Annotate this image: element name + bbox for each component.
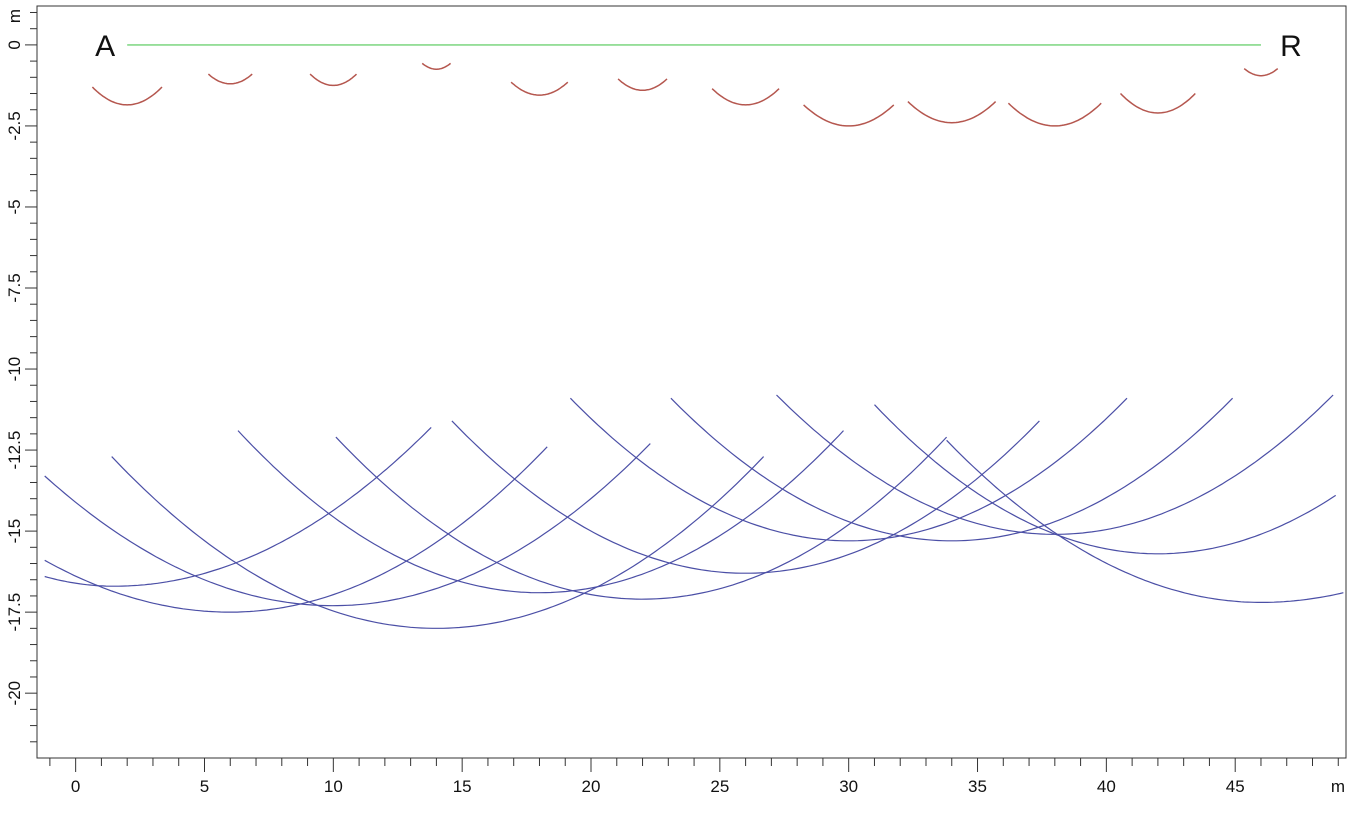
- shallow-arc: [207, 73, 253, 85]
- shallow-arcs: [91, 62, 1279, 127]
- deep-arc: [776, 394, 1334, 535]
- shallow-arc: [1119, 92, 1196, 114]
- deep-arc: [44, 446, 548, 613]
- x-tick-label: 20: [582, 777, 601, 796]
- shallow-arc: [907, 101, 997, 124]
- shallow-arc: [421, 62, 452, 70]
- plot-frame: [36, 5, 1347, 759]
- y-tick-label: 0: [5, 40, 24, 49]
- y-tick-label: -20: [5, 681, 24, 706]
- deep-arc: [670, 397, 1234, 542]
- shallow-arc: [510, 81, 569, 96]
- x-tick-label: 45: [1226, 777, 1245, 796]
- shallow-arc: [711, 88, 780, 106]
- deep-arc: [237, 430, 844, 594]
- shallow-arc: [803, 104, 895, 127]
- deep-arc: [569, 397, 1128, 542]
- deep-arc: [874, 404, 1337, 555]
- shallow-arc: [617, 78, 668, 92]
- deep-arc: [946, 439, 1344, 604]
- x-tick-label: 5: [200, 777, 209, 796]
- y-tick-label: -10: [5, 357, 24, 382]
- x-tick-label: 25: [710, 777, 729, 796]
- y-tick-label: -12.5: [5, 431, 24, 470]
- x-tick-label: 0: [71, 777, 80, 796]
- y-tick-label: -5: [5, 199, 24, 214]
- deep-arcs: [44, 394, 1344, 629]
- x-tick-label: 30: [839, 777, 858, 796]
- y-tick-label: -2.5: [5, 111, 24, 140]
- x-tick-label: 35: [968, 777, 987, 796]
- x-tick-label: 15: [453, 777, 472, 796]
- x-tick-label: 40: [1097, 777, 1116, 796]
- x-unit-label: m: [1331, 777, 1345, 796]
- shallow-arc: [91, 86, 163, 106]
- deep-arc: [335, 436, 948, 600]
- y-unit-label: m: [5, 9, 24, 23]
- y-tick-label: -17.5: [5, 593, 24, 632]
- end-label-a: A: [95, 30, 115, 63]
- x-tick-label: 10: [324, 777, 343, 796]
- deep-arc: [44, 443, 651, 607]
- axes: 0 5 10 15 20 25 30 35 40 45 m 0 -2.5 -5 -7.5 -10 -12.5 -1…: [5, 5, 1347, 796]
- shallow-arc: [309, 73, 358, 87]
- deep-arc: [44, 426, 432, 587]
- end-label-r: R: [1280, 30, 1302, 63]
- shallow-arc: [1007, 102, 1102, 127]
- deep-arc: [451, 420, 1040, 574]
- deep-arc: [111, 456, 765, 629]
- y-tick-label: -7.5: [5, 273, 24, 302]
- y-tick-label: -15: [5, 519, 24, 544]
- shallow-arc: [1243, 68, 1279, 77]
